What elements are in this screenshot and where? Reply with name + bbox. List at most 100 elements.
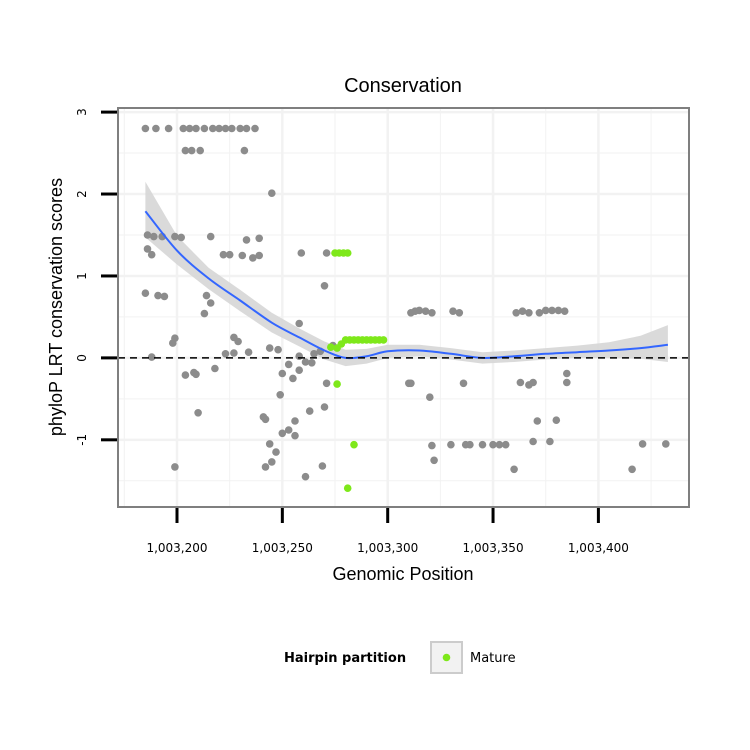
legend-title: Hairpin partition (284, 651, 406, 666)
data-point-other (164, 124, 173, 133)
data-point-other (495, 440, 504, 449)
data-point-other (533, 417, 542, 425)
x-tick-label: 1,003,250 (252, 541, 313, 555)
data-point-other (529, 437, 537, 446)
data-point-other (295, 352, 304, 361)
data-point-other (518, 307, 527, 316)
x-tick-label: 1,003,400 (568, 541, 629, 555)
y-tick-label: 0 (75, 354, 89, 362)
data-point-other (154, 291, 162, 300)
data-point-other (147, 250, 156, 259)
data-point-other (196, 146, 204, 155)
data-point-mature (333, 380, 341, 388)
data-point-other (202, 291, 211, 300)
data-point-other (291, 417, 299, 425)
data-point-other (190, 368, 198, 377)
data-point-other (141, 124, 150, 133)
data-point-other (305, 407, 314, 415)
data-point-other (255, 234, 263, 243)
data-point-other (228, 124, 236, 133)
data-point-other (455, 309, 464, 317)
data-point-other (251, 124, 259, 133)
data-point-mature (343, 484, 352, 493)
data-point-other (194, 409, 202, 417)
data-point-other (421, 307, 430, 316)
data-point-other (478, 440, 487, 449)
data-point-other (221, 124, 230, 133)
data-point-other (297, 249, 306, 257)
data-point-other (187, 146, 196, 155)
data-point-other (548, 306, 556, 315)
data-point-other (563, 378, 571, 387)
data-point-other (628, 465, 636, 474)
legend-label-mature: Mature (470, 651, 516, 666)
data-point-other (541, 306, 550, 315)
smooth-line-layer (144, 210, 669, 360)
data-point-other (268, 458, 276, 466)
y-tick-label: 1 (75, 272, 89, 280)
x-tick-label: 1,003,200 (146, 541, 207, 555)
data-point-other (489, 440, 497, 449)
data-point-other (638, 440, 647, 448)
data-point-other (426, 393, 434, 402)
data-point-other (449, 307, 457, 316)
y-axis: -1 0 1 2 3 (75, 108, 117, 446)
data-point-other (265, 344, 274, 352)
data-point-other (179, 124, 188, 133)
data-point-other (209, 124, 217, 133)
data-point-other (192, 124, 200, 133)
plot-panel (117, 107, 690, 508)
data-point-other (301, 472, 310, 481)
data-point-other (171, 463, 179, 471)
scatter-points-layer (141, 124, 670, 493)
data-point-other (169, 339, 177, 347)
data-point-other (278, 369, 287, 378)
data-point-other (211, 364, 219, 373)
data-point-other (430, 456, 438, 465)
x-tick-label: 1,003,300 (357, 541, 418, 555)
data-point-other (206, 299, 215, 307)
data-point-other (219, 250, 228, 259)
data-point-other (529, 378, 537, 387)
x-tick-label: 1,003,350 (463, 541, 524, 555)
data-point-other (177, 233, 185, 242)
data-point-other (276, 391, 285, 399)
data-point-other (291, 431, 299, 440)
data-point-other (662, 440, 670, 448)
data-point-other (552, 416, 561, 425)
data-point-mature (343, 249, 352, 257)
legend-marker-mature (442, 653, 451, 662)
data-point-other (554, 306, 563, 315)
data-point-other (150, 232, 158, 241)
data-point-other (516, 378, 525, 387)
data-point-other (249, 254, 257, 262)
data-point-other (143, 245, 152, 253)
data-point-other (415, 306, 424, 315)
legend: Hairpin partition Mature (284, 641, 516, 674)
x-axis-title: Genomic Position (332, 564, 473, 584)
data-point-other (215, 124, 223, 133)
data-point-other (274, 345, 282, 354)
data-point-other (560, 307, 569, 316)
data-point-other (234, 337, 242, 346)
confidence-band (145, 181, 668, 367)
data-point-other (206, 232, 215, 241)
data-point-mature (379, 336, 388, 344)
y-tick-label: 2 (75, 190, 89, 198)
data-point-other (230, 349, 238, 357)
y-axis-title: phyloP LRT conservation scores (46, 178, 66, 436)
plot-background (118, 108, 689, 507)
data-point-other (459, 379, 468, 388)
data-point-other (512, 309, 520, 317)
data-point-other (310, 350, 318, 358)
data-point-other (200, 124, 209, 133)
data-point-other (407, 379, 415, 388)
data-point-other (535, 309, 544, 317)
data-point-other (289, 374, 297, 383)
plot-border (117, 107, 690, 508)
data-point-other (261, 463, 270, 471)
data-point-other (295, 319, 304, 328)
data-point-other (501, 440, 510, 449)
data-point-other (308, 359, 316, 367)
data-point-other (181, 371, 190, 379)
